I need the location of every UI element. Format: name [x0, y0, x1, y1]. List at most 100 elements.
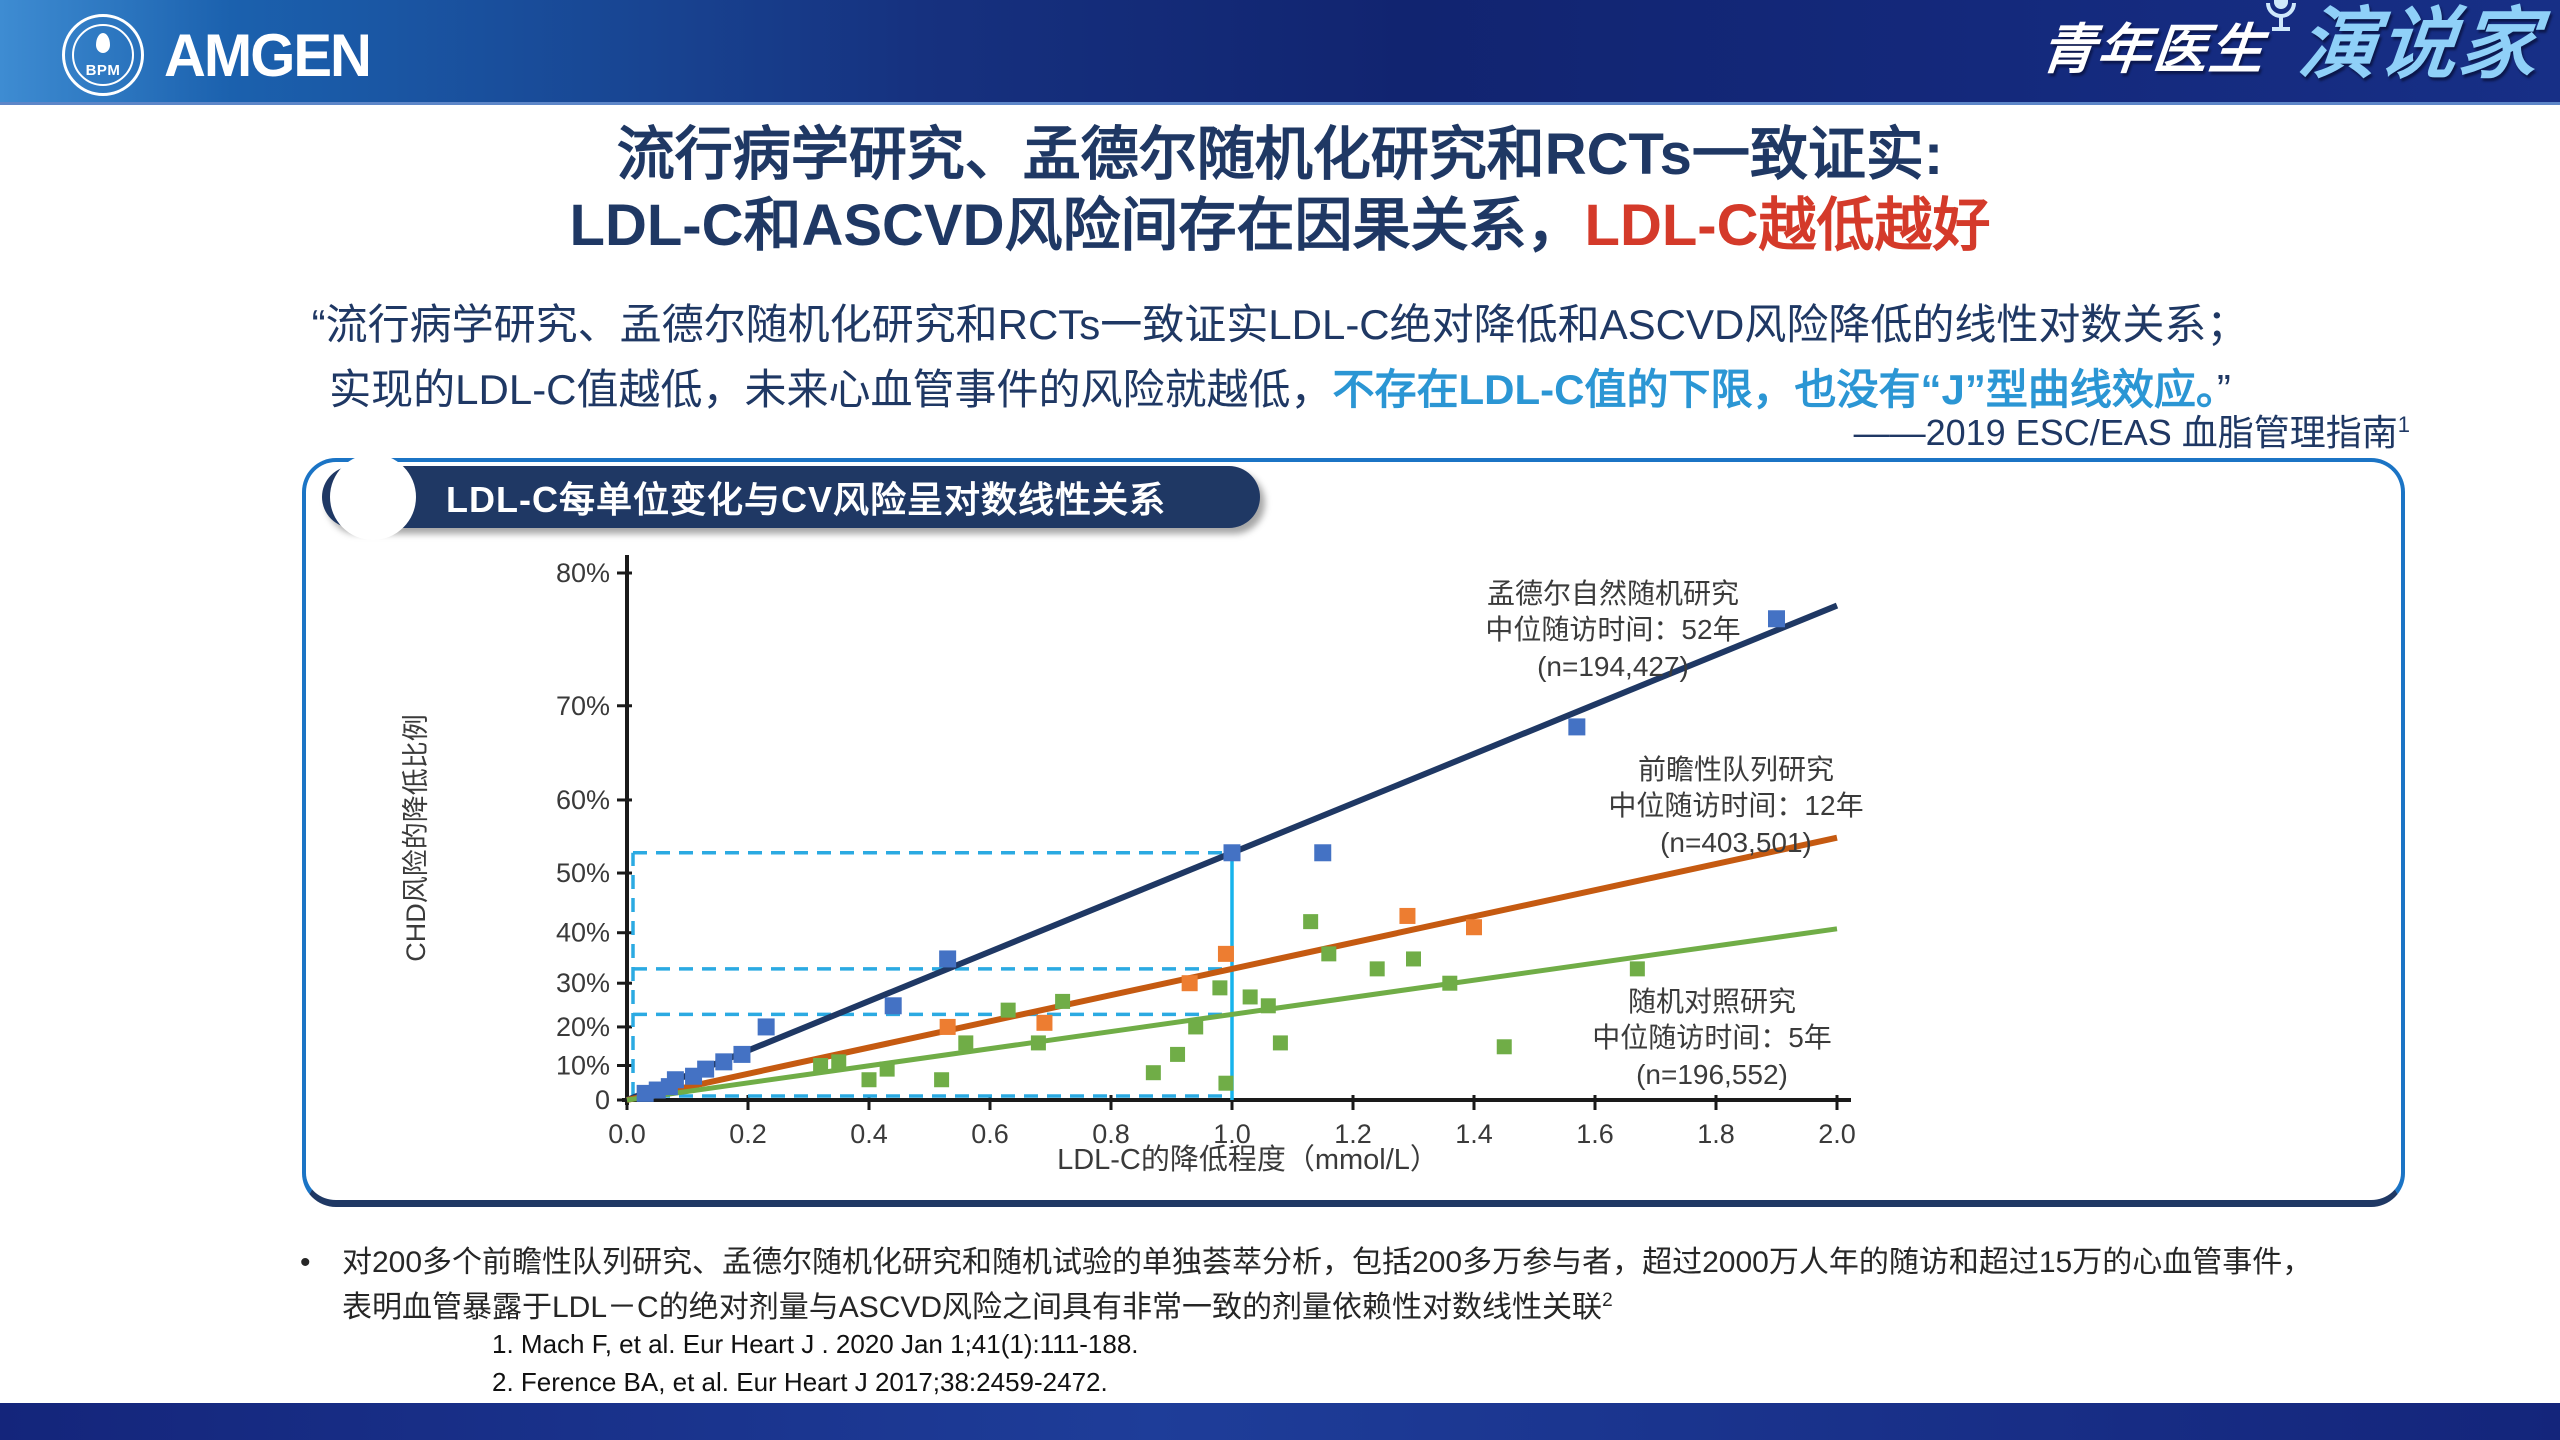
scatter-point-0	[666, 1071, 684, 1089]
scatter-point-2	[1188, 1019, 1204, 1035]
scatter-point-2	[958, 1035, 974, 1051]
bullet-marker: •	[300, 1246, 311, 1279]
annotation-mendelian-line3: (n=194,427)	[1537, 650, 1689, 682]
scatter-point-2	[813, 1058, 829, 1074]
scatter-point-1	[939, 1018, 956, 1035]
scatter-point-0	[697, 1060, 715, 1078]
scatter-point-0	[884, 997, 902, 1015]
scatter-point-2	[1406, 951, 1421, 967]
scatter-point-2	[1212, 980, 1228, 996]
x-tick-label: 0.2	[729, 1119, 767, 1149]
scatter-point-0	[1314, 844, 1332, 862]
speaker-label: 演说家	[2294, 0, 2544, 88]
scatter-point-2	[1629, 961, 1645, 977]
quote-line1: “流行病学研究、孟德尔随机化研究和RCTs一致证实LDL-C绝对降低和ASCVD…	[311, 301, 2249, 348]
badge-circle-decoration	[330, 454, 416, 540]
scatter-point-1	[1217, 945, 1234, 962]
guideline-quote: “流行病学研究、孟德尔随机化研究和RCTs一致证实LDL-C绝对降低和ASCVD…	[0, 292, 2560, 422]
scatter-point-0	[757, 1018, 775, 1036]
header-bar: BPM AMGEN 青年医生 演说家	[0, 0, 2560, 105]
bullet-line2-text: 表明血管暴露于LDL－C的绝对剂量与ASCVD风险之间具有非常一致的剂量依赖性对…	[342, 1291, 1603, 1324]
attribution-ref-sup: 1	[2397, 412, 2410, 437]
x-axis-title: LDL-C的降低程度（mmol/L）	[1057, 1144, 1439, 1176]
scatter-point-2	[1170, 1046, 1186, 1062]
annotation-rct-line3: (n=196,552)	[1636, 1058, 1788, 1090]
scatter-point-2	[879, 1061, 895, 1077]
scatter-point-2	[1496, 1039, 1512, 1055]
summary-bullet: • 对200多个前瞻性队列研究、孟德尔随机化研究和随机试验的单独荟萃分析，包括2…	[300, 1240, 2480, 1330]
bpm-logo-label: BPM	[85, 62, 121, 79]
scatter-point-2	[1055, 993, 1071, 1009]
scatter-point-2	[934, 1072, 950, 1088]
microphone-icon	[2264, 0, 2298, 38]
chart-title-badge: LDL-C每单位变化与CV风险呈对数线性关系	[322, 454, 1260, 540]
young-doctor-speaker-logo: 青年医生 演说家	[2038, 0, 2544, 96]
chart-title-text: LDL-C每单位变化与CV风险呈对数线性关系	[446, 479, 1166, 520]
scatter-point-0	[1768, 610, 1785, 628]
trend-line-2	[626, 926, 1838, 1103]
scatter-point-2	[1272, 1035, 1288, 1051]
scatter-point-1	[1399, 907, 1416, 924]
bpm-logo: BPM	[62, 14, 144, 96]
y-tick-label: 40%	[556, 918, 610, 948]
slide-title-line2-dark: LDL-C和ASCVD风险间存在因果关系，	[569, 192, 1585, 258]
quote-line2-highlight: 不存在LDL-C值的下限，也没有“J”型曲线效应。	[1332, 366, 2217, 414]
x-tick-label: 1.4	[1455, 1119, 1493, 1149]
x-tick-label: 1.2	[1334, 1119, 1372, 1149]
bullet-line1: 对200多个前瞻性队列研究、孟德尔随机化研究和随机试验的单独荟萃分析，包括200…	[342, 1246, 2313, 1279]
y-tick-label: 60%	[556, 785, 610, 815]
y-axis-title: CHD风险的降低比例	[401, 714, 431, 962]
scatter-point-1	[1466, 919, 1482, 936]
slide-title: 流行病学研究、孟德尔随机化研究和RCTs一致证实: LDL-C和ASCVD风险间…	[0, 120, 2560, 262]
scatter-chart: 0.0 0.2 0.4 0.6 0.8 1.0 1.2 1.4 1.6 1.8 2.0 80% 70% 6…	[556, 555, 1856, 1149]
bpm-flame-icon	[96, 33, 110, 53]
y-tick-label: 20%	[556, 1012, 610, 1042]
scatter-point-0	[939, 950, 957, 968]
y-tick-label: 70%	[556, 691, 610, 721]
amgen-logo: AMGEN	[164, 21, 372, 90]
y-tick-label: 50%	[556, 858, 610, 888]
scatter-point-0	[733, 1045, 751, 1063]
x-tick-label: 0.8	[1092, 1119, 1130, 1149]
trend-line-1	[626, 834, 1838, 1103]
x-tick-label: 0.6	[971, 1119, 1009, 1149]
reference-1: 1. Mach F, et al. Eur Heart J . 2020 Jan…	[492, 1329, 1139, 1359]
scatter-point-0	[715, 1053, 733, 1071]
annotation-rct-line1: 随机对照研究	[1627, 986, 1796, 1017]
bullet-ref-sup: 2	[1602, 1290, 1613, 1311]
scatter-point-0	[1223, 844, 1241, 862]
young-doctor-label: 青年医生	[2038, 20, 2269, 80]
attribution-text: ——2019 ESC/EAS 血脂管理指南	[1853, 412, 2398, 453]
annotation-cohort: 前瞻性队列研究 中位随访时间：12年 (n=403,501)	[1566, 752, 1906, 861]
scatter-point-0	[1568, 718, 1586, 736]
y-tick-label: 0	[595, 1085, 610, 1115]
scatter-point-2	[1321, 946, 1337, 962]
annotation-cohort-line3: (n=403,501)	[1660, 826, 1812, 858]
annotation-mendelian: 孟德尔自然随机研究 中位随访时间：52年 (n=194,427)	[1448, 576, 1778, 685]
scatter-point-2	[831, 1054, 847, 1070]
scatter-point-2	[1218, 1075, 1234, 1091]
scatter-point-1	[1036, 1014, 1053, 1031]
bottom-bar	[0, 1403, 2560, 1440]
scatter-point-2	[1442, 975, 1458, 991]
scatter-point-2	[1030, 1035, 1046, 1051]
scatter-point-2	[861, 1072, 877, 1088]
bpm-logo-inner-ring: BPM	[72, 24, 134, 86]
annotation-mendelian-line1: 孟德尔自然随机研究	[1486, 578, 1739, 609]
y-tick-label: 30%	[556, 968, 610, 998]
annotation-rct-line2: 中位随访时间：5年	[1592, 1022, 1832, 1054]
annotation-cohort-line1: 前瞻性队列研究	[1637, 754, 1834, 785]
scatter-point-2	[1145, 1065, 1161, 1081]
slide-title-line2: LDL-C和ASCVD风险间存在因果关系，LDL-C越低越好	[0, 191, 2560, 262]
scatter-point-1	[1181, 975, 1198, 992]
references: 1. Mach F, et al. Eur Heart J . 2020 Jan…	[492, 1326, 1139, 1401]
x-tick-label: 0.0	[608, 1119, 646, 1149]
annotation-mendelian-line2: 中位随访时间：52年	[1485, 614, 1741, 646]
y-tick-label: 10%	[556, 1051, 610, 1081]
annotation-cohort-line2: 中位随访时间：12年	[1608, 790, 1864, 822]
x-tick-label: 1.8	[1697, 1119, 1735, 1149]
slide-title-line2-red: LDL-C越低越好	[1584, 192, 1991, 258]
scatter-point-2	[1369, 961, 1385, 977]
quote-line2-normal: 实现的LDL-C值越低，未来心血管事件的风险就越低，	[329, 366, 1333, 414]
bullet-line2: 表明血管暴露于LDL－C的绝对剂量与ASCVD风险之间具有非常一致的剂量依赖性对…	[342, 1285, 2480, 1330]
